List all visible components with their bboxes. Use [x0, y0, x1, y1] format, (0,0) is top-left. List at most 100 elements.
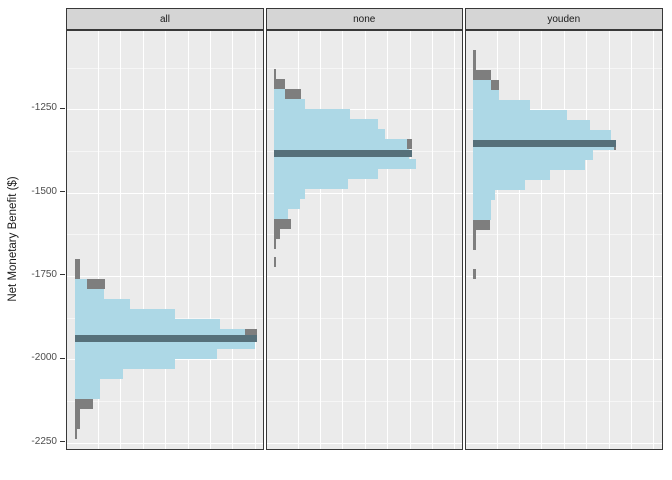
gridline-h-minor: [266, 234, 462, 236]
gridline-h-major: [266, 275, 462, 277]
hist-bar-gray: [274, 218, 291, 229]
hist-bar-gray: [74, 418, 80, 429]
hist-bar-blue: [274, 168, 378, 179]
hist-bar-blue: [274, 128, 385, 139]
hist-bar-blue: [473, 119, 590, 130]
hist-bar-blue: [274, 158, 416, 169]
mean-nmb-line: [74, 335, 257, 343]
facet-strip-label: none: [353, 13, 376, 25]
gridline-v: [454, 31, 456, 449]
facet-strip-youden: youden: [464, 8, 663, 30]
gridline-h-major: [266, 192, 462, 194]
hist-bar-blue: [473, 189, 495, 200]
hist-bar-blue: [473, 199, 491, 210]
hist-bar-blue: [74, 348, 217, 359]
gridline-v: [563, 31, 565, 449]
hist-bar-gray: [274, 228, 280, 239]
hist-bar-gray: [74, 408, 80, 419]
gridline-h-major: [67, 109, 263, 111]
panel-youden: [464, 30, 663, 450]
gridline-h-minor: [67, 400, 263, 402]
gridline-h-major: [266, 359, 462, 361]
hist-bar-blue: [473, 99, 530, 110]
facet-strip-all: all: [66, 8, 264, 30]
hist-bar-blue: [74, 378, 100, 389]
gridline-h-minor: [266, 67, 462, 69]
gridline-v: [586, 31, 588, 449]
hist-bar-gray: [74, 428, 77, 439]
hist-bar-blue: [274, 108, 350, 119]
hist-bar-blue: [74, 388, 100, 399]
y-tick-mark: [60, 357, 65, 359]
y-tick-label: -2000: [31, 352, 57, 364]
gridline-h-minor: [266, 317, 462, 319]
hist-bar-gray: [74, 398, 93, 409]
hist-bar-gray: [473, 69, 491, 80]
hist-bar-blue: [473, 179, 525, 190]
gridline-h-major: [266, 442, 462, 444]
gridline-v: [608, 31, 610, 449]
hist-bar-blue: [74, 298, 130, 309]
hist-bar-gray: [473, 59, 476, 70]
hist-bar-blue: [74, 328, 245, 339]
gridline-v: [165, 31, 167, 449]
hist-bar-gray: [74, 268, 80, 279]
y-tick-mark: [60, 274, 65, 276]
gridline-v: [342, 31, 344, 449]
hist-bar-blue: [473, 109, 567, 120]
gridline-h-major: [67, 275, 263, 277]
y-tick-label: -1250: [31, 102, 57, 114]
panel-none: [265, 30, 463, 450]
hist-bar-blue: [473, 209, 491, 220]
hist-bar-blue: [274, 198, 300, 209]
gridline-v: [431, 31, 433, 449]
gridline-v: [496, 31, 498, 449]
facet-strip-none: none: [265, 8, 463, 30]
hist-bar-gray: [274, 238, 276, 249]
hist-bar-gray: [274, 68, 276, 79]
gridline-v: [210, 31, 211, 449]
gridline-v: [409, 31, 411, 449]
hist-bar-blue: [74, 338, 255, 349]
gridline-v: [387, 31, 389, 449]
y-tick-label: -1500: [31, 185, 57, 197]
y-tick-label: -2250: [31, 435, 57, 447]
hist-bar-gray: [274, 88, 301, 99]
hist-bar-gray: [74, 258, 80, 269]
mean-nmb-line: [274, 149, 412, 157]
gridline-v: [120, 31, 122, 449]
gridline-h-major: [67, 442, 263, 444]
gridline-v: [98, 31, 99, 449]
y-tick-mark: [60, 191, 65, 193]
facet-strip-label: youden: [547, 13, 581, 25]
hist-bar-blue: [74, 288, 104, 299]
facet-strip-label: all: [159, 13, 170, 25]
mean-nmb-line: [473, 140, 616, 148]
hist-bar-gray: [473, 239, 476, 250]
hist-bar-gray: [473, 229, 476, 240]
y-axis-title: Net Monetary Benefit ($): [7, 176, 19, 302]
gridline-v: [142, 31, 144, 449]
hist-bar-gray: [74, 278, 105, 289]
hist-bar-blue: [74, 308, 175, 319]
hist-bar-blue: [473, 169, 550, 180]
gridline-v: [187, 31, 189, 449]
hist-bar-blue: [473, 89, 499, 100]
hist-bar-blue: [74, 278, 87, 289]
hist-bar-blue: [274, 88, 285, 99]
hist-bar-blue: [74, 368, 123, 379]
hist-bar-gray: [473, 268, 476, 279]
y-tick-label: -1750: [31, 268, 57, 280]
hist-bar-blue: [473, 79, 491, 90]
hist-bar-blue: [473, 129, 611, 140]
hist-bar-blue: [274, 138, 407, 149]
gridline-v: [232, 31, 234, 449]
gridline-v: [254, 31, 256, 449]
gridline-v: [364, 31, 366, 449]
hist-bar-blue: [274, 208, 288, 219]
gridline-h-major: [67, 192, 263, 194]
hist-bar-gray: [274, 78, 285, 89]
hist-bar-blue: [274, 188, 305, 199]
hist-bar-gray: [473, 49, 476, 60]
